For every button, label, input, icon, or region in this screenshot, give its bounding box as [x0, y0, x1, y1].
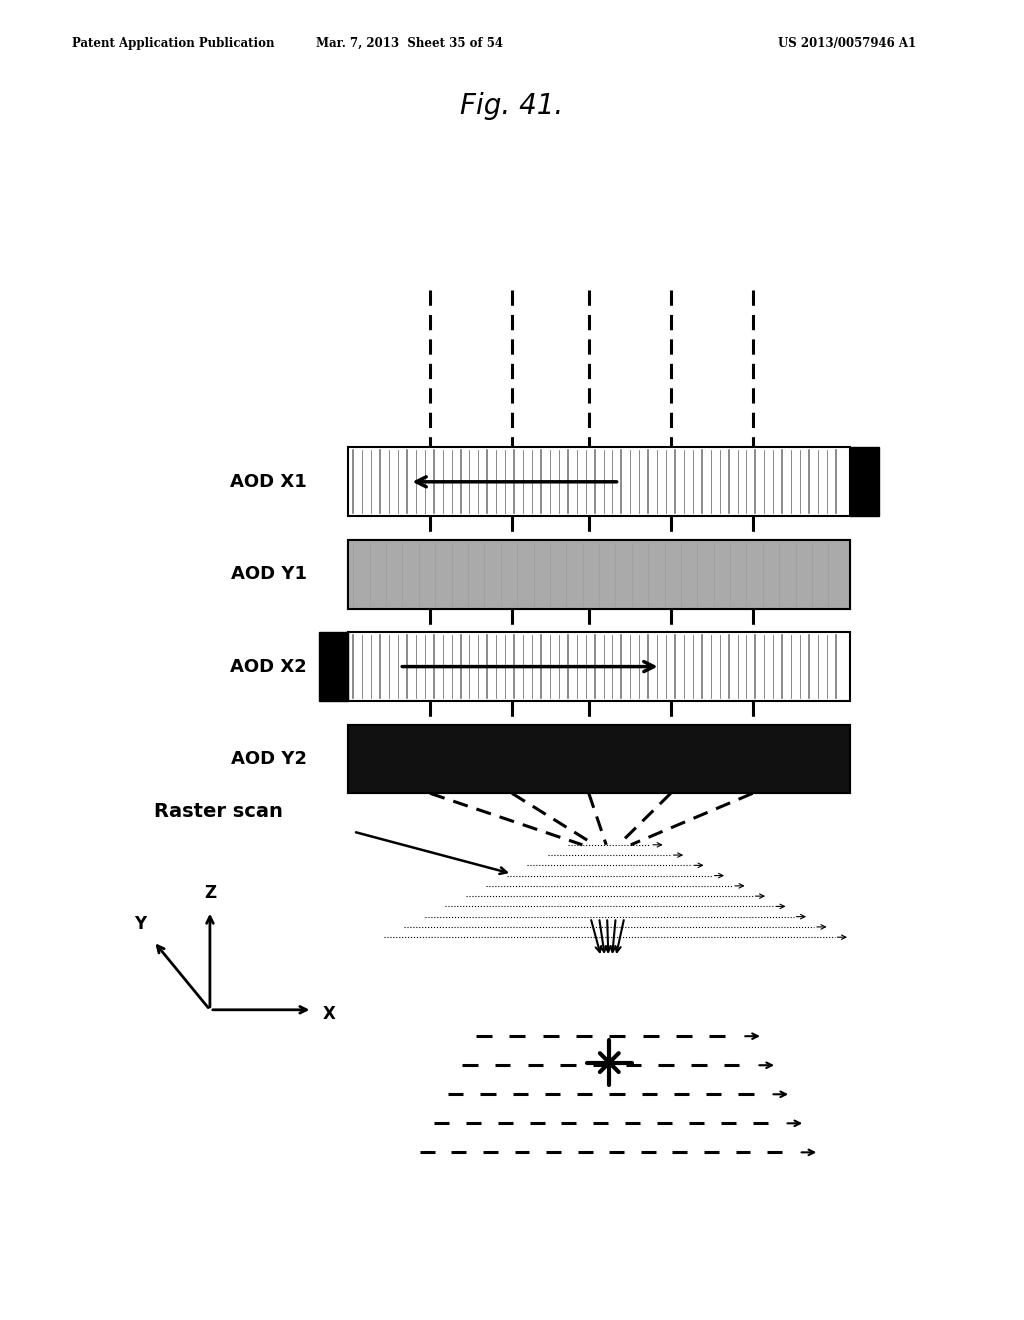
Bar	[348, 540, 850, 609]
Text: Patent Application Publication: Patent Application Publication	[72, 37, 274, 50]
Bar	[319, 632, 348, 701]
Bar	[348, 725, 850, 793]
Text: AOD X1: AOD X1	[230, 473, 307, 491]
Text: AOD Y1: AOD Y1	[231, 565, 307, 583]
Bar	[348, 632, 850, 701]
Text: Mar. 7, 2013  Sheet 35 of 54: Mar. 7, 2013 Sheet 35 of 54	[316, 37, 503, 50]
Bar	[348, 540, 850, 609]
Text: Raster scan: Raster scan	[154, 803, 283, 821]
Text: Z: Z	[204, 883, 216, 902]
Bar	[348, 540, 850, 609]
Text: X: X	[323, 1005, 336, 1023]
Bar	[348, 447, 850, 516]
Bar	[850, 447, 879, 516]
Text: AOD X2: AOD X2	[230, 657, 307, 676]
Text: US 2013/0057946 A1: US 2013/0057946 A1	[778, 37, 916, 50]
Bar	[348, 725, 850, 793]
Text: AOD Y2: AOD Y2	[231, 750, 307, 768]
Text: Y: Y	[134, 915, 146, 933]
Bar	[348, 725, 850, 793]
Text: Fig. 41.: Fig. 41.	[461, 92, 563, 120]
